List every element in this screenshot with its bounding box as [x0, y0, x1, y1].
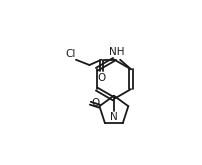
Text: N: N	[109, 112, 117, 122]
Text: O: O	[91, 98, 100, 108]
Text: O: O	[97, 73, 105, 83]
Text: Cl: Cl	[65, 49, 75, 59]
Text: NH: NH	[109, 47, 124, 57]
